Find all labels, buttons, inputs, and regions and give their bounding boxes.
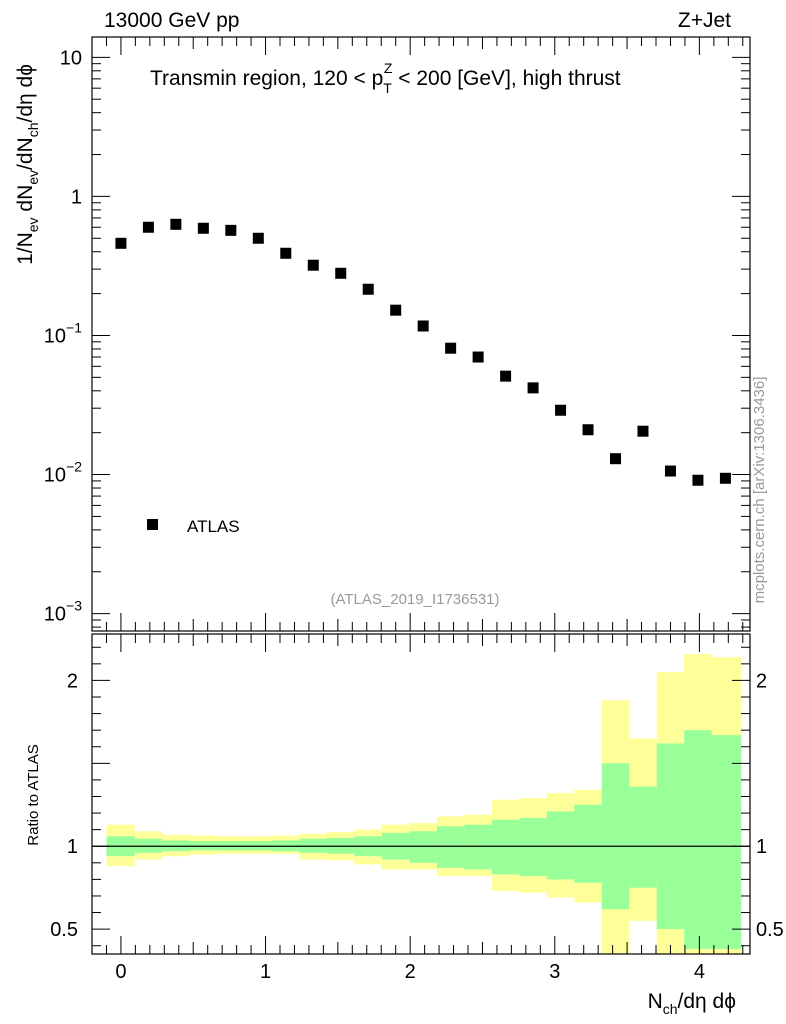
data-point-atlas xyxy=(115,237,127,249)
data-point-atlas xyxy=(280,247,292,259)
stat-uncertainty-band xyxy=(519,818,547,877)
data-point-atlas xyxy=(335,267,347,279)
data-point-atlas xyxy=(170,218,182,230)
main-y-tick-label-exp: −2 xyxy=(66,459,82,475)
stat-uncertainty-band xyxy=(574,804,602,883)
x-tick-label: 2 xyxy=(405,961,416,983)
main-plot-area xyxy=(92,37,750,631)
ratio-y-tick-label: 2 xyxy=(67,670,78,692)
data-point-atlas xyxy=(197,222,209,234)
main-y-tick-label-base: 10 xyxy=(44,325,66,347)
data-point-atlas xyxy=(719,472,731,484)
ratio-y-axis-title: Ratio to ATLAS xyxy=(25,744,42,845)
main-y-tick-label: 10−2 xyxy=(44,459,82,487)
data-point-atlas xyxy=(362,283,374,295)
main-y-tick-label: 10−3 xyxy=(44,598,82,626)
legend: ATLAS xyxy=(147,517,240,536)
stat-uncertainty-band xyxy=(629,786,657,888)
stat-uncertainty-band xyxy=(711,735,742,950)
data-point-atlas xyxy=(390,304,402,316)
data-point-atlas xyxy=(500,370,512,382)
main-y-tick-label: 1 xyxy=(71,186,82,208)
data-point-atlas xyxy=(555,404,567,416)
legend-label-atlas: ATLAS xyxy=(187,517,240,536)
ratio-axis-ticks: 0.5 0.5 1 1 2 2 0 1 2 3 4 xyxy=(50,634,784,983)
main-y-tick-label-base: 10 xyxy=(44,604,66,626)
main-y-tick-label: 10 xyxy=(60,47,82,69)
process-label: Z+Jet xyxy=(678,9,731,32)
main-y-tick-label-base: 10 xyxy=(44,465,66,487)
data-point-atlas xyxy=(417,320,429,332)
ratio-panel: 0.5 0.5 1 1 2 2 0 1 2 3 4 Ratio to ATLAS Nch/dη dϕ xyxy=(25,633,784,1017)
ratio-y-tick-label-right: 2 xyxy=(756,670,767,692)
main-frame xyxy=(91,36,751,632)
data-point-atlas xyxy=(664,465,676,477)
main-y-tick-label-exp: −1 xyxy=(66,319,82,335)
stat-uncertainty-band xyxy=(491,819,520,875)
main-y-tick-label-base: 10 xyxy=(60,47,82,69)
data-point-atlas xyxy=(527,382,539,394)
stat-uncertainty-band xyxy=(409,831,437,863)
ratio-y-tick-label: 0.5 xyxy=(50,919,78,941)
data-point-atlas xyxy=(307,259,319,271)
data-point-atlas xyxy=(252,232,264,244)
data-point-atlas xyxy=(142,221,154,233)
stat-uncertainty-band xyxy=(464,824,492,870)
x-tick-label: 1 xyxy=(260,961,271,983)
title-sub: T xyxy=(383,80,392,96)
title-prefix: Transmin region, 120 < p xyxy=(150,67,383,90)
source-credit: mcplots.cern.ch [arXiv:1306.3436] xyxy=(751,377,768,604)
main-data-layer xyxy=(115,218,731,486)
data-point-atlas xyxy=(225,224,237,236)
data-point-atlas xyxy=(692,474,704,486)
title-suffix: < 200 [GeV], high thrust xyxy=(392,67,620,90)
main-y-tick-label-exp: −3 xyxy=(66,598,82,614)
title-sup: Z xyxy=(384,60,393,76)
stat-uncertainty-band xyxy=(601,763,630,910)
stat-uncertainty-band xyxy=(656,743,685,930)
stat-uncertainty-band xyxy=(436,826,465,868)
x-tick-label: 3 xyxy=(549,961,560,983)
data-point-atlas xyxy=(610,453,622,465)
ratio-y-tick-label-right: 0.5 xyxy=(756,919,784,941)
ratio-data-layer xyxy=(92,653,750,954)
stat-uncertainty-band xyxy=(546,811,575,880)
main-y-tick-label-base: 1 xyxy=(71,186,82,208)
legend-marker-atlas xyxy=(147,519,158,530)
collision-label: 13000 GeV pp xyxy=(104,9,239,32)
ratio-y-tick-label: 1 xyxy=(67,836,78,858)
analysis-watermark: (ATLAS_2019_I1736531) xyxy=(330,591,499,608)
data-point-atlas xyxy=(582,424,594,436)
ratio-frame xyxy=(91,633,751,955)
data-point-atlas xyxy=(445,342,457,354)
data-point-atlas xyxy=(472,351,484,363)
x-axis-title: Nch/dη dϕ xyxy=(648,990,736,1017)
plot-title: Transmin region, 120 < pTZ < 200 [GeV], … xyxy=(150,60,621,96)
x-tick-label: 0 xyxy=(115,961,126,983)
data-point-atlas xyxy=(637,425,649,437)
x-tick-label: 4 xyxy=(694,961,705,983)
main-y-axis-title: 1/Nev dNev/dNch/dη dϕ xyxy=(14,64,41,265)
main-y-tick-label: 10−1 xyxy=(44,319,82,347)
stat-uncertainty-band xyxy=(684,730,712,950)
ratio-y-tick-label-right: 1 xyxy=(756,836,767,858)
